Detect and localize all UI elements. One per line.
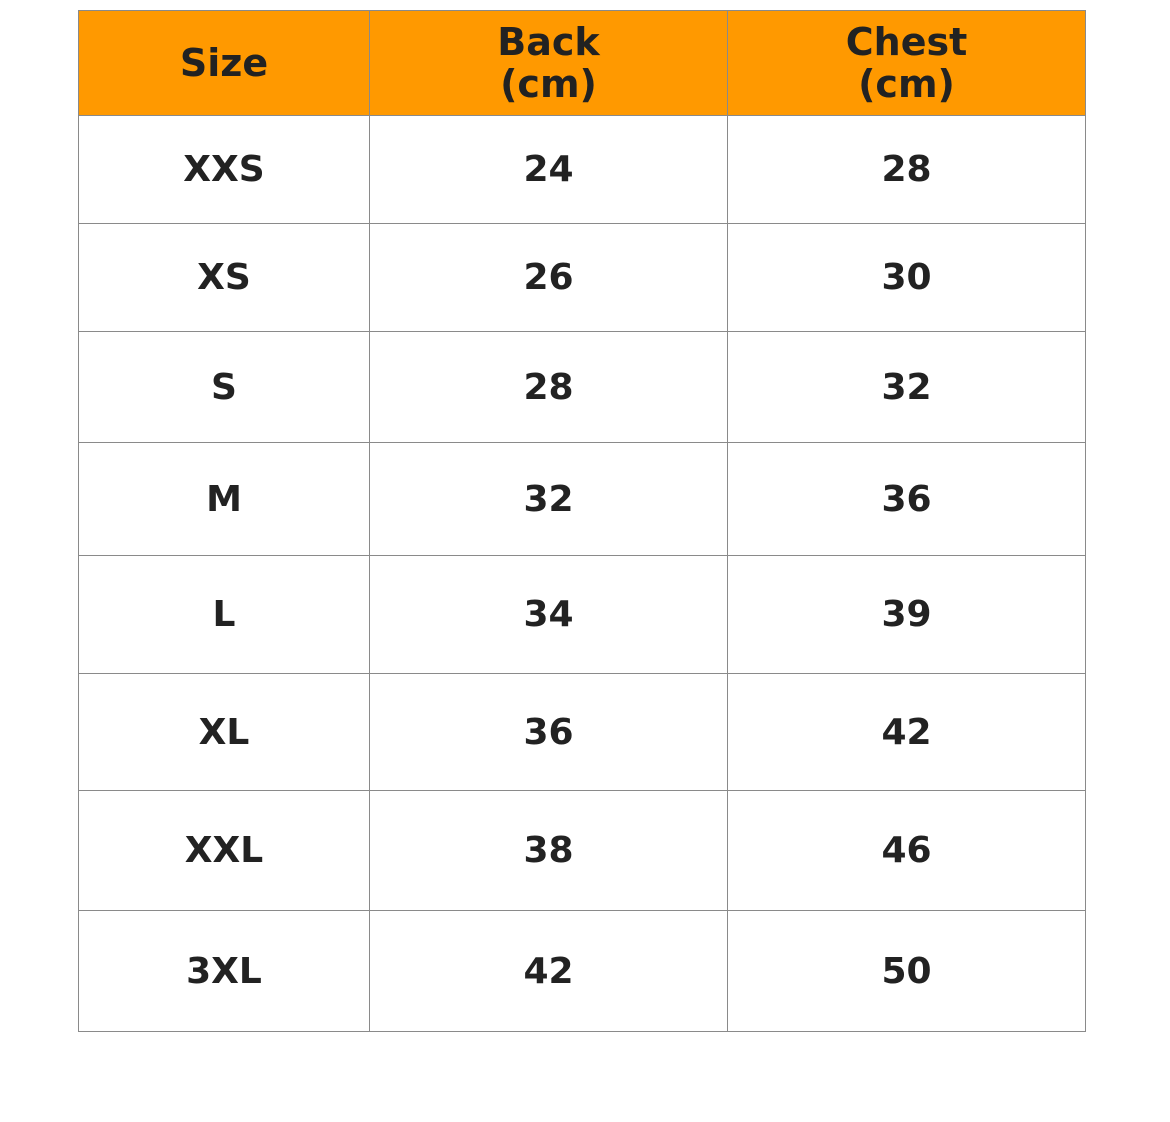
- chest-cell: 42: [727, 673, 1086, 791]
- header-size: Size: [78, 10, 370, 116]
- back-cell: 24: [369, 115, 728, 224]
- table-row: 3XL 42 50: [78, 910, 1086, 1032]
- header-back-label: Back: [497, 20, 600, 64]
- chest-cell: 46: [727, 790, 1086, 911]
- chest-cell: 39: [727, 555, 1086, 674]
- back-cell: 34: [369, 555, 728, 674]
- table-row: L 34 39: [78, 555, 1086, 674]
- header-size-label: Size: [179, 41, 269, 85]
- table-row: S 28 32: [78, 331, 1086, 443]
- size-cell: XL: [78, 673, 370, 791]
- header-chest-unit: (cm): [858, 62, 955, 106]
- back-cell: 38: [369, 790, 728, 911]
- size-cell: S: [78, 331, 370, 443]
- chest-cell: 36: [727, 442, 1086, 556]
- header-back: Back (cm): [369, 10, 728, 116]
- back-cell: 32: [369, 442, 728, 556]
- header-back-unit: (cm): [500, 62, 597, 106]
- back-cell: 28: [369, 331, 728, 443]
- back-cell: 42: [369, 910, 728, 1032]
- back-cell: 26: [369, 223, 728, 332]
- size-cell: M: [78, 442, 370, 556]
- header-chest-label: Chest: [845, 20, 968, 64]
- chest-cell: 28: [727, 115, 1086, 224]
- table-row: XXL 38 46: [78, 790, 1086, 911]
- table-row: XS 26 30: [78, 223, 1086, 332]
- back-cell: 36: [369, 673, 728, 791]
- header-chest: Chest (cm): [727, 10, 1086, 116]
- table-row: XL 36 42: [78, 673, 1086, 791]
- size-cell: L: [78, 555, 370, 674]
- header-row: Size Back (cm) Chest (cm): [78, 10, 1086, 116]
- size-cell: XXL: [78, 790, 370, 911]
- size-cell: XXS: [78, 115, 370, 224]
- table-row: M 32 36: [78, 442, 1086, 556]
- chest-cell: 30: [727, 223, 1086, 332]
- chest-cell: 32: [727, 331, 1086, 443]
- size-cell: 3XL: [78, 910, 370, 1032]
- size-chart-table: Size Back (cm) Chest (cm) XXS 24 28 XS 26 30 S 28…: [78, 10, 1086, 1032]
- size-cell: XS: [78, 223, 370, 332]
- chest-cell: 50: [727, 910, 1086, 1032]
- table-row: XXS 24 28: [78, 115, 1086, 224]
